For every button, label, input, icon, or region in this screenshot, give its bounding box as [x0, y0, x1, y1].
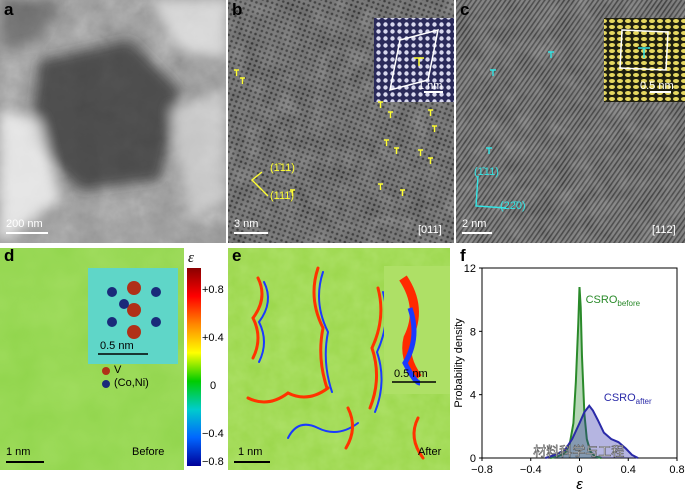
strain-map-after	[228, 248, 450, 470]
coni-atom-icon	[102, 380, 110, 388]
panel-b-hrtem-image: b 1 nm (1̄11) (111̄) 3 nm [011]	[228, 0, 454, 243]
scale-text-d: 1 nm	[6, 446, 31, 458]
panel-label-a: a	[4, 0, 14, 19]
hrtem-lattice-image	[456, 0, 685, 243]
hrtem-lattice-image	[228, 0, 454, 243]
colorbar-gradient	[187, 268, 201, 466]
tag-after: After	[418, 446, 442, 458]
inset-scale-text-e: 0.5 nm	[394, 368, 428, 380]
scale-text-c: 2 nm	[462, 218, 487, 230]
series-line-CSRO_before	[550, 286, 602, 459]
panel-f-chart: 0 4 8 12 −0.8 −0.4 0 0.4 0.8 Probability density ε…	[452, 248, 685, 492]
y-tick-label: 12	[464, 263, 476, 275]
y-tick-label: 4	[470, 390, 476, 402]
colorbar-tick-1: +0.4	[202, 332, 224, 344]
atom-model-inset	[107, 281, 161, 339]
colorbar-tick-3: −0.4	[202, 428, 224, 440]
panel-d-strain-map: d 0.5 nm V (Co,Ni) 1 nm Before	[0, 248, 184, 470]
series-line-CSRO_after	[545, 404, 639, 459]
panel-label-c: c	[460, 0, 470, 19]
y-tick-label: 0	[470, 453, 476, 465]
scale-text-a: 200 nm	[6, 218, 43, 230]
plane-label-c1: (1̄11)	[474, 166, 499, 178]
x-tick-label: −0.8	[471, 464, 493, 476]
scale-text-b: 3 nm	[234, 218, 259, 230]
panel-label-e: e	[232, 248, 242, 265]
scale-bar-b	[234, 232, 268, 234]
series-area-CSRO_before	[550, 287, 602, 458]
zone-axis-c: [112]	[652, 224, 676, 236]
colorbar-tick-2: 0	[210, 380, 217, 392]
panel-a-tem-image: a 200 nm	[0, 0, 226, 243]
scale-text-e: 1 nm	[238, 446, 263, 458]
panel-label-d: d	[4, 248, 15, 265]
colorbar-tick-4: −0.8	[202, 456, 224, 468]
inset-scale-text-d: 0.5 nm	[100, 340, 134, 352]
x-tick-label: 0.4	[621, 464, 636, 476]
strain-colorbar: ε +0.8 +0.4 0 −0.4 −0.8	[184, 248, 228, 470]
v-atom-icon	[102, 367, 110, 375]
panel-label-f: f	[460, 248, 466, 265]
tag-before: Before	[132, 446, 165, 458]
zone-axis-b: [011]	[418, 224, 442, 236]
y-axis-label: Probability density	[453, 318, 465, 408]
x-tick-label: 0.8	[669, 464, 684, 476]
series-label-after: CSROafter	[604, 392, 652, 406]
scale-bar-a	[6, 232, 48, 234]
y-tick-label: 8	[470, 326, 476, 338]
colorbar-tick-0: +0.8	[202, 284, 224, 296]
panel-label-b: b	[232, 0, 243, 19]
x-tick-label: 0	[576, 464, 582, 476]
inset-scale-text-b: 1 nm	[418, 80, 443, 92]
strain-map-before	[0, 248, 184, 470]
inset-scale-text-c: 0.5 nm	[640, 80, 674, 92]
watermark-text: 材料科学与工程	[533, 444, 624, 459]
plane-label-b2: (111̄)	[270, 190, 295, 202]
scale-bar-d	[6, 461, 44, 463]
legend-coni: (Co,Ni)	[114, 377, 149, 389]
scale-bar-c	[462, 232, 492, 234]
scale-bar-e	[234, 461, 270, 463]
tem-brightfield-image	[0, 0, 226, 243]
legend-v: V	[114, 364, 122, 376]
x-tick-label: −0.4	[520, 464, 542, 476]
probability-density-chart: 0 4 8 12 −0.8 −0.4 0 0.4 0.8 Probability density ε…	[453, 263, 685, 492]
panel-e-strain-map: e 0.5 nm 1 nm After	[228, 248, 450, 470]
series-label-before: CSRObefore	[586, 294, 641, 308]
panel-c-hrtem-image: c 0.5 nm (1̄11) (22̄0) 2 nm [112]	[456, 0, 685, 243]
plane-label-b1: (1̄11)	[270, 162, 295, 174]
colorbar-symbol: ε	[188, 250, 194, 266]
x-axis-label: ε	[576, 476, 583, 492]
plane-label-c2: (22̄0)	[500, 200, 526, 212]
